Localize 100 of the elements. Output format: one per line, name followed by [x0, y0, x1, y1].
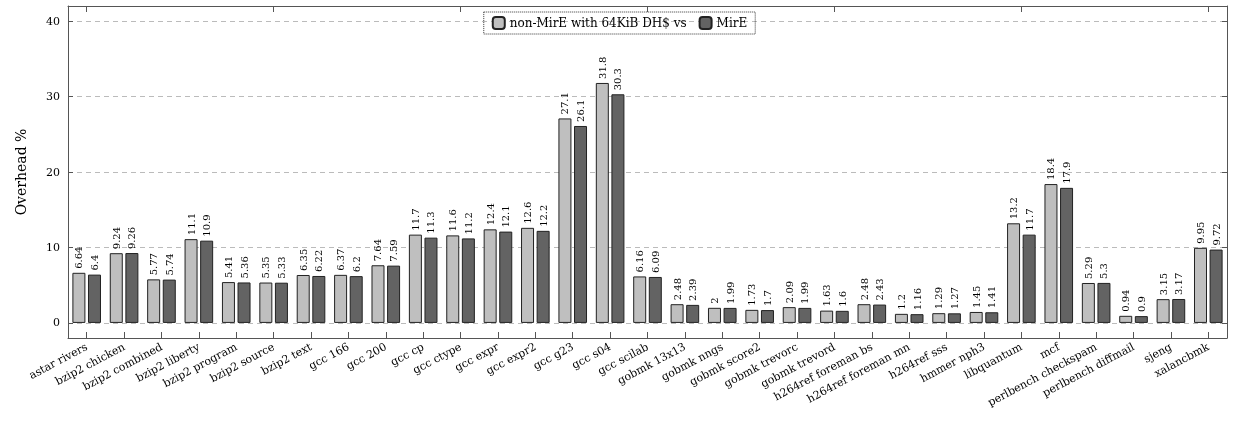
data-label: 1.41 [986, 286, 998, 309]
bar [1172, 298, 1186, 323]
data-label: 5.35 [260, 256, 272, 279]
data-label: 0.9 [1135, 296, 1147, 313]
data-label: 2.43 [874, 278, 886, 301]
data-label: 6.35 [297, 248, 309, 271]
data-label: 10.9 [201, 214, 213, 237]
data-label: 11.7 [409, 208, 421, 231]
bar [162, 279, 176, 323]
data-label: 11.2 [462, 212, 474, 235]
data-label: 5.36 [238, 256, 250, 279]
bar [1134, 316, 1148, 323]
data-label: 12.2 [537, 204, 549, 227]
y-axis-title: Overhead % [13, 128, 29, 216]
bar [387, 265, 401, 323]
data-label: 6.64 [73, 246, 85, 269]
data-label: 9.24 [110, 226, 122, 250]
bar [611, 94, 625, 323]
bar [87, 274, 101, 323]
data-label: 3.17 [1173, 272, 1185, 295]
data-label: 11.1 [185, 212, 197, 236]
legend-label: MirE [716, 16, 748, 30]
data-label: 2.09 [783, 280, 795, 304]
data-label: 6.4 [88, 254, 100, 271]
bar [125, 253, 139, 323]
y-tick-label: 20 [46, 165, 60, 179]
data-label: 27.1 [559, 92, 571, 115]
data-label: 0.94 [1120, 289, 1132, 312]
data-label: 1.27 [948, 287, 960, 310]
bar [499, 231, 513, 323]
bar [349, 276, 363, 323]
legend-label: non-MirE with 64KiB DH$ vs [509, 16, 687, 30]
data-label: 1.45 [970, 285, 982, 308]
data-label: 12.4 [484, 203, 496, 226]
data-label: 2.48 [858, 277, 870, 301]
data-label: 6.37 [335, 248, 347, 271]
bar [237, 282, 251, 323]
data-label: 5.29 [1082, 256, 1094, 279]
data-label: 1.73 [746, 283, 758, 306]
bar [760, 310, 774, 323]
bar [1060, 187, 1074, 323]
bar [873, 304, 887, 323]
data-label: 5.74 [163, 253, 175, 276]
data-label: 26.1 [575, 99, 587, 122]
data-label: 13.2 [1008, 197, 1020, 220]
data-label: 12.6 [522, 201, 534, 224]
bar [947, 313, 961, 323]
data-label: 3.15 [1157, 272, 1169, 296]
data-label: 17.9 [1061, 161, 1073, 184]
bar [1022, 234, 1036, 323]
data-label: 5.77 [148, 253, 160, 276]
data-label: 7.64 [372, 239, 384, 262]
data-label: 1.63 [821, 284, 833, 307]
data-label: 6.22 [313, 249, 325, 272]
data-label: 12.1 [500, 205, 512, 228]
bar [274, 282, 288, 323]
data-label: 2.48 [671, 277, 683, 301]
bar [1209, 249, 1223, 323]
data-label: 2.39 [687, 278, 699, 301]
data-label: 1.16 [911, 287, 923, 311]
data-label: 6.16 [634, 250, 646, 273]
data-label: 1.99 [724, 281, 736, 304]
y-tick-label: 30 [46, 90, 60, 104]
data-label: 9.95 [1195, 221, 1207, 244]
bar [798, 307, 812, 323]
bar [910, 314, 924, 323]
data-label: 1.6 [836, 290, 848, 307]
bar [985, 312, 999, 323]
bar [648, 276, 662, 323]
data-label: 6.09 [649, 250, 661, 273]
data-label: 11.6 [447, 209, 459, 232]
data-label: 1.99 [799, 281, 811, 304]
data-label: 18.4 [1045, 157, 1057, 181]
bar [312, 275, 326, 323]
data-label: 7.59 [388, 239, 400, 262]
bar [1097, 282, 1111, 323]
data-label: 5.33 [275, 256, 287, 279]
data-label: 11.3 [425, 211, 437, 234]
bar [461, 238, 475, 323]
data-label: 5.41 [222, 255, 234, 279]
y-tick-label: 40 [46, 14, 60, 28]
bar [424, 237, 438, 323]
data-label: 1.29 [933, 286, 945, 310]
data-label: 5.3 [1098, 263, 1110, 279]
data-label: 6.2 [350, 256, 362, 273]
data-label: 31.8 [596, 56, 608, 79]
y-tick-label: 10 [46, 240, 60, 254]
data-label: 30.3 [612, 68, 624, 91]
data-label: 11.7 [1023, 208, 1035, 231]
bar [536, 230, 550, 323]
data-label: 9.72 [1210, 223, 1222, 246]
bar [574, 125, 588, 323]
bar [723, 307, 737, 323]
bar [200, 240, 214, 323]
y-tick-label: 0 [53, 316, 60, 330]
data-label: 2 [708, 297, 720, 304]
bar [686, 304, 700, 323]
data-label: 1.2 [895, 293, 907, 310]
data-label: 1.7 [761, 290, 773, 307]
bar [835, 310, 849, 323]
